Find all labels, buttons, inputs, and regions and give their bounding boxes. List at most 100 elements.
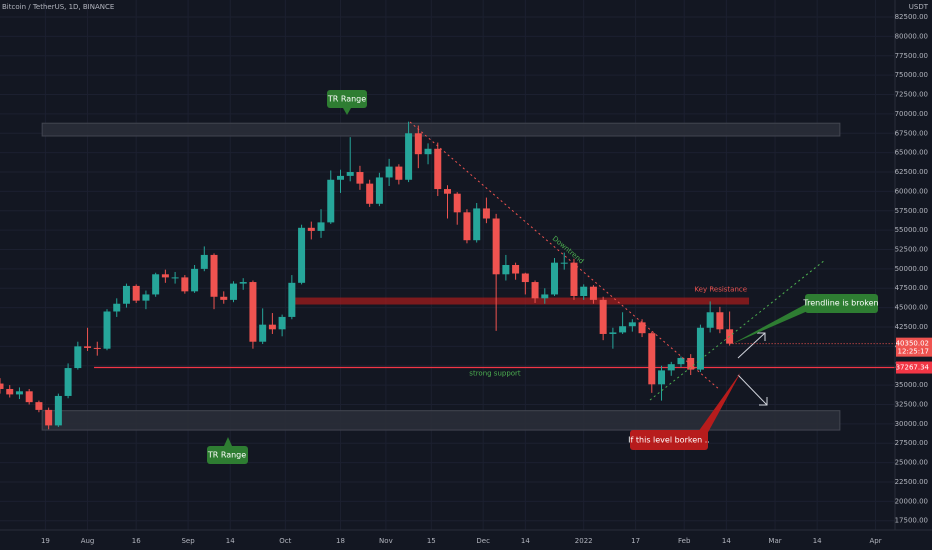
candle-body: [54, 395, 62, 426]
x-tick-label: 15: [427, 537, 436, 545]
candle-body: [687, 357, 695, 370]
candle-body: [15, 391, 23, 395]
candle-body: [45, 409, 53, 426]
candle-body: [161, 274, 169, 278]
candle-body: [580, 286, 588, 296]
candle-body: [599, 299, 607, 334]
x-tick-label: 14: [521, 537, 530, 545]
x-tick-label: Oct: [279, 537, 291, 545]
y-tick-label: 30000.00: [895, 420, 928, 428]
callout-text: Trendline is broken: [802, 299, 878, 308]
candle-body: [453, 193, 461, 213]
uptrend-line: [649, 259, 826, 401]
candle-body: [210, 254, 218, 297]
x-tick-label: 18: [336, 537, 345, 545]
y-tick-label: 42500.00: [895, 323, 928, 331]
axes: 17500.00 20000.00 22500.00 25000.00 27500.00…: [41, 13, 932, 545]
y-tick-label: 25000.00: [895, 459, 928, 467]
candle-body: [570, 262, 578, 296]
y-tick-label: 77500.00: [895, 52, 928, 60]
candle-body: [239, 282, 247, 284]
range-zone: [41, 122, 841, 137]
arrow-up-head: [757, 332, 766, 341]
candle-body: [220, 296, 228, 300]
last-price-box: [896, 337, 932, 357]
candle-body: [366, 183, 374, 204]
candle-body: [346, 172, 354, 176]
candle-body: [677, 357, 685, 365]
candle-body: [424, 148, 432, 155]
candle-body: [113, 303, 121, 312]
callout-pointer: [698, 372, 741, 436]
y-tick-label: 32500.00: [895, 400, 928, 408]
candle-body: [103, 311, 111, 349]
candle-body: [502, 265, 510, 275]
y-tick-label: 60000.00: [895, 187, 928, 195]
y-tick-label: 52500.00: [895, 246, 928, 254]
x-tick-label: 2022: [575, 537, 593, 545]
candle-body: [638, 322, 646, 334]
arrow-down: [737, 374, 768, 406]
callout-pointer: [224, 437, 232, 446]
callout-box: [630, 430, 708, 450]
y-tick-label: 75000.00: [895, 71, 928, 79]
candle-body: [336, 175, 344, 180]
callout-text: TR Range: [327, 95, 366, 104]
candle-body: [298, 227, 306, 283]
y-tick-label: 80000.00: [895, 32, 928, 40]
candle-body: [444, 189, 451, 194]
price-axis: [895, 0, 932, 550]
candle-body: [414, 133, 422, 155]
last-price-label: 40350.02: [896, 340, 929, 348]
candle-body: [278, 316, 286, 330]
candle-body: [385, 166, 393, 178]
candle-body: [589, 286, 597, 300]
candle-body: [609, 332, 617, 334]
candle-body: [667, 364, 675, 371]
x-tick-label: Feb: [678, 537, 691, 545]
y-tick-label: 47500.00: [895, 284, 928, 292]
candle-body: [259, 324, 267, 342]
candle-body: [288, 282, 296, 317]
y-tick-label: 57500.00: [895, 207, 928, 215]
support-price-label: 37267.34: [896, 364, 930, 372]
candle-body: [492, 218, 500, 275]
candle-body: [191, 268, 199, 292]
resistance-label: Key Resistance: [694, 286, 747, 294]
x-tick-label: Mar: [768, 537, 781, 545]
candle-body: [122, 285, 130, 304]
callout-pointer: [732, 304, 810, 344]
support-price-box: [896, 361, 932, 374]
callout-box: [207, 446, 248, 464]
candles: [0, 121, 734, 430]
candle-body: [200, 254, 208, 269]
candle-body: [171, 277, 179, 279]
candle-body: [512, 265, 520, 274]
y-tick-label: 17500.00: [895, 517, 928, 525]
x-tick-label: Apr: [869, 537, 881, 545]
x-tick-label: Dec: [476, 537, 490, 545]
candle-body: [35, 402, 43, 410]
candle-body: [628, 322, 636, 327]
candle-body: [249, 282, 257, 342]
candle-body: [152, 274, 160, 295]
y-tick-label: 65000.00: [895, 149, 928, 157]
downtrend-line: [409, 121, 721, 391]
candle-body: [531, 282, 539, 299]
candle-body: [142, 294, 150, 301]
y-tick-label: 55000.00: [895, 226, 928, 234]
x-tick-label: 14: [722, 537, 731, 545]
candle-body: [541, 294, 549, 299]
callout-box: [805, 294, 878, 313]
currency-label: USDT: [909, 3, 929, 11]
x-tick-label: Sep: [181, 537, 195, 545]
candle-body: [356, 172, 364, 184]
arrow-down-head: [759, 397, 768, 406]
candle-body: [0, 383, 4, 389]
countdown-label: 12:25:17: [898, 348, 929, 356]
x-tick-label: 16: [132, 537, 141, 545]
y-tick-label: 35000.00: [895, 381, 928, 389]
candle-body: [658, 370, 666, 385]
x-tick-label: 14: [813, 537, 822, 545]
candle-body: [434, 148, 442, 190]
